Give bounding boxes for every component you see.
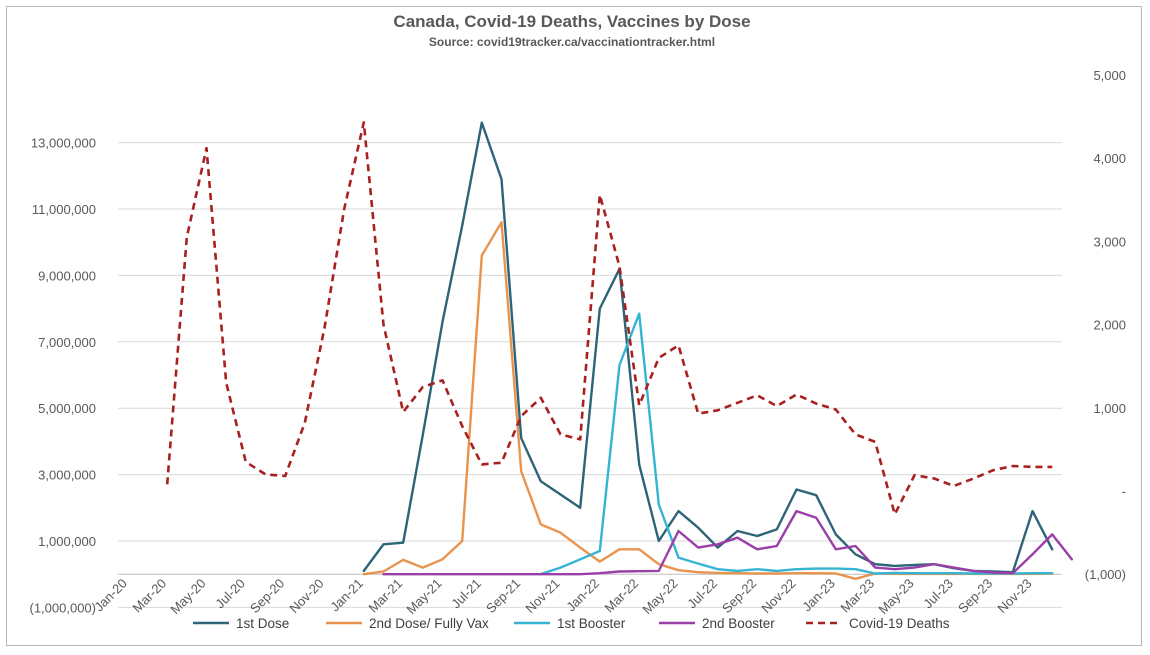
x-tick-label: May-23 <box>875 576 916 617</box>
left-tick-label: 7,000,000 <box>38 335 96 350</box>
right-tick-label: (1,000) <box>1085 567 1126 582</box>
legend-label: 2nd Dose/ Fully Vax <box>369 616 489 631</box>
x-tick-label: May-22 <box>639 576 680 617</box>
right-tick-label: 2,000 <box>1093 318 1126 333</box>
x-tick-label: Sep-23 <box>955 576 995 616</box>
series-line <box>362 121 1054 574</box>
right-tick-label: 1,000 <box>1093 401 1126 416</box>
legend-label: Covid-19 Deaths <box>849 616 950 631</box>
series-line <box>165 121 1053 516</box>
left-axis: (1,000,000) 1,000,000 3,000,000 5,000,000 7,… <box>30 136 97 616</box>
right-tick-label: 4,000 <box>1093 151 1126 166</box>
x-tick-label: Nov-22 <box>758 576 798 616</box>
x-tick-label: Nov-21 <box>522 576 562 616</box>
right-tick-label: - <box>1122 484 1126 499</box>
x-tick-label: Sep-22 <box>719 576 759 616</box>
x-tick-label: May-21 <box>403 576 444 617</box>
x-tick-label: Jan-23 <box>799 576 838 615</box>
legend: 1st Dose 2nd Dose/ Fully Vax 1st Booster 2n… <box>193 616 950 631</box>
x-tick-label: Jul-21 <box>448 576 484 612</box>
x-tick-label: Mar-23 <box>838 576 878 616</box>
x-tick-label: Jan-21 <box>327 576 366 615</box>
left-tick-label: 1,000,000 <box>38 534 96 549</box>
x-tick-label: Jul-22 <box>684 576 720 612</box>
x-tick-label: Sep-21 <box>483 576 523 616</box>
left-tick-label: 3,000,000 <box>38 468 96 483</box>
x-tick-label: Jan-20 <box>91 576 130 615</box>
chart-title: Canada, Covid-19 Deaths, Vaccines by Dos… <box>393 12 750 31</box>
legend-label: 1st Dose <box>236 616 289 631</box>
x-tick-label: Nov-20 <box>286 576 326 616</box>
series-line <box>382 509 1074 576</box>
legend-label: 2nd Booster <box>702 616 775 631</box>
x-tick-label: Mar-20 <box>130 576 170 616</box>
right-axis: (1,000) - 1,000 2,000 3,000 4,000 5,000 <box>1085 68 1126 582</box>
x-tick-label: May-20 <box>167 576 208 617</box>
chart-frame <box>6 6 1142 646</box>
left-tick-label: 5,000,000 <box>38 401 96 416</box>
right-tick-label: 3,000 <box>1093 234 1126 249</box>
x-tick-label: Nov-23 <box>994 576 1034 616</box>
x-tick-label: Jan-22 <box>563 576 602 615</box>
x-tick-label: Sep-20 <box>247 576 287 616</box>
chart-subtitle: Source: covid19tracker.ca/vaccinationtra… <box>429 35 715 49</box>
x-tick-label: Jul-23 <box>920 576 956 612</box>
gridlines <box>118 142 1062 608</box>
left-tick-label: 11,000,000 <box>32 202 96 217</box>
left-tick-label: (1,000,000) <box>30 600 97 615</box>
right-tick-label: 5,000 <box>1093 68 1126 83</box>
x-tick-label: Jul-20 <box>212 576 248 612</box>
legend-label: 1st Booster <box>557 616 626 631</box>
series-line <box>539 312 1054 576</box>
x-tick-label: Mar-21 <box>366 576 406 616</box>
series-lines <box>165 121 1074 580</box>
x-tick-label: Mar-22 <box>602 576 642 616</box>
left-tick-label: 9,000,000 <box>38 268 96 283</box>
left-tick-label: 13,000,000 <box>31 136 96 151</box>
